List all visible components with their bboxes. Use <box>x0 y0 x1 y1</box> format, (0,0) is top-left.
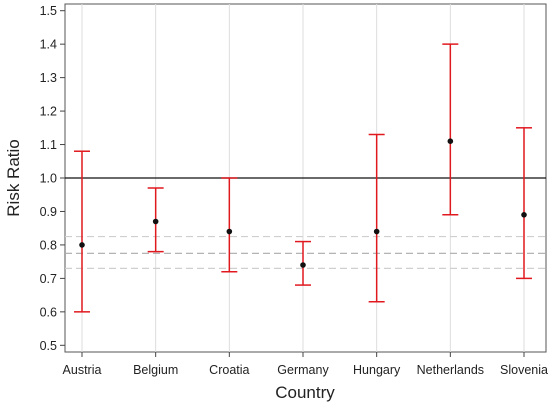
y-tick-label: 0.6 <box>40 305 57 319</box>
interval-netherlands <box>442 43 459 216</box>
point-estimate <box>152 218 159 225</box>
y-tick-label: 1.2 <box>40 105 57 119</box>
x-tick-label: Germany <box>277 363 329 377</box>
point-estimate <box>373 228 380 235</box>
y-tick-label: 1.4 <box>40 38 57 52</box>
y-tick-label: 0.9 <box>40 205 57 219</box>
point-estimate <box>447 138 454 144</box>
y-tick-label: 1.3 <box>40 71 57 85</box>
interval-hungary <box>368 133 385 303</box>
interval-austria <box>74 150 90 313</box>
x-tick-label: Hungary <box>353 363 401 377</box>
interval-germany <box>295 240 311 286</box>
y-tick-label: 0.5 <box>40 339 57 353</box>
point-estimate <box>226 228 233 235</box>
x-tick-label: Slovenia <box>500 363 548 377</box>
y-tick-label: 0.8 <box>40 238 57 252</box>
y-tick-label: 1.0 <box>40 172 57 186</box>
x-tick-label: Belgium <box>133 363 178 377</box>
x-tick-label: Croatia <box>209 363 249 377</box>
y-axis-title: Risk Ratio <box>4 139 23 216</box>
x-tick-label: Austria <box>63 363 102 377</box>
y-tick-label: 1.1 <box>40 138 57 152</box>
interval-belgium <box>147 187 164 253</box>
interval-slovenia <box>516 127 532 280</box>
pooled-band <box>65 235 546 269</box>
y-tick-label: 0.7 <box>40 272 57 286</box>
point-estimate <box>79 242 85 248</box>
y-tick-label: 1.5 <box>40 4 57 18</box>
x-axis: Austria Belgium Croatia Germany Hungary Nethe… <box>63 352 548 377</box>
y-axis: 0.5 0.6 0.7 0.8 0.9 1.0 1.1 1.2 1.3 1.4 1.5 <box>40 4 65 353</box>
interval-croatia <box>221 177 238 273</box>
point-estimate <box>521 212 527 218</box>
x-axis-title: Country <box>275 383 335 402</box>
point-estimate <box>300 262 306 268</box>
series-layer <box>74 43 532 313</box>
x-tick-label: Netherlands <box>417 363 484 377</box>
